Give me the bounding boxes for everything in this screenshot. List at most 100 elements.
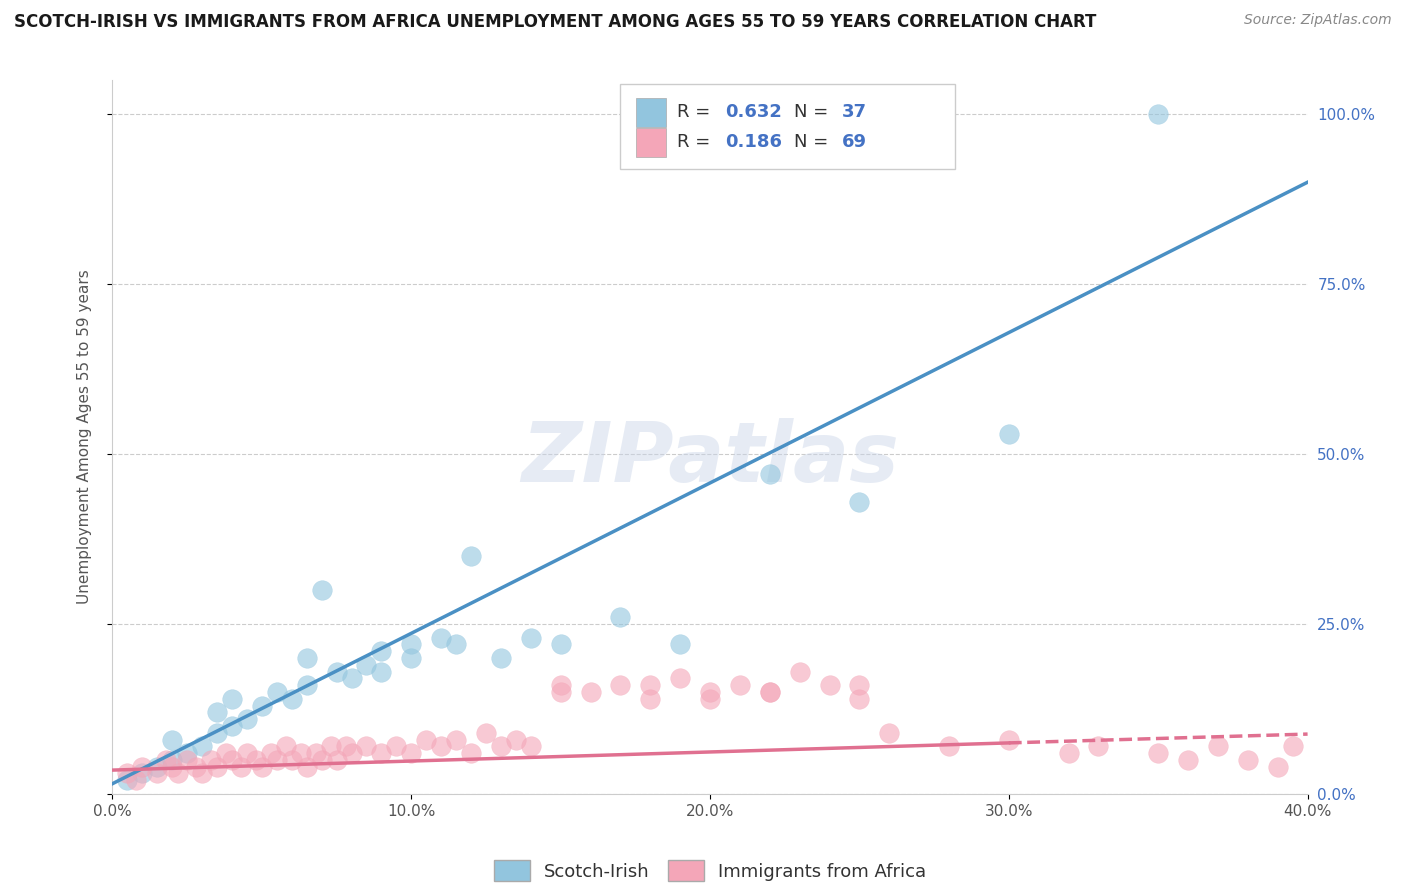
Point	[295, 651, 318, 665]
Point	[430, 739, 453, 754]
Point	[1057, 746, 1080, 760]
Point	[879, 725, 901, 739]
Point	[998, 732, 1021, 747]
Point	[415, 732, 437, 747]
Point	[229, 760, 252, 774]
Point	[699, 691, 721, 706]
Text: 37: 37	[842, 103, 866, 120]
Point	[295, 760, 318, 774]
Point	[609, 610, 631, 624]
Point	[191, 766, 214, 780]
Point	[117, 773, 139, 788]
Point	[1147, 107, 1170, 121]
Point	[520, 631, 543, 645]
Point	[236, 746, 259, 760]
Point	[205, 725, 228, 739]
Point	[250, 760, 273, 774]
Point	[520, 739, 543, 754]
Point	[385, 739, 408, 754]
Point	[250, 698, 273, 713]
Point	[236, 712, 259, 726]
Point	[444, 637, 467, 651]
Point	[370, 665, 392, 679]
Point	[579, 685, 602, 699]
Point	[215, 746, 238, 760]
Point	[162, 760, 183, 774]
Point	[305, 746, 328, 760]
Text: R =: R =	[676, 134, 716, 152]
Text: 69: 69	[842, 134, 866, 152]
Point	[131, 760, 153, 774]
Point	[356, 657, 378, 672]
Point	[401, 651, 423, 665]
Point	[295, 678, 318, 692]
Point	[489, 651, 512, 665]
Point	[274, 739, 297, 754]
Point	[266, 753, 288, 767]
Point	[669, 637, 692, 651]
Point	[1206, 739, 1229, 754]
Point	[200, 753, 222, 767]
Point	[131, 766, 153, 780]
Point	[245, 753, 267, 767]
Point	[311, 582, 333, 597]
Point	[221, 753, 243, 767]
Point	[848, 691, 870, 706]
Point	[167, 766, 190, 780]
Point	[460, 746, 482, 760]
Point	[938, 739, 960, 754]
Point	[401, 746, 423, 760]
Point	[1087, 739, 1109, 754]
Point	[848, 494, 870, 508]
Point	[759, 467, 782, 482]
Point	[370, 746, 392, 760]
Point	[191, 739, 214, 754]
Text: Source: ZipAtlas.com: Source: ZipAtlas.com	[1244, 13, 1392, 28]
Point	[155, 753, 177, 767]
Point	[401, 637, 423, 651]
Point	[186, 760, 208, 774]
Point	[489, 739, 512, 754]
Point	[460, 549, 482, 563]
Point	[221, 719, 243, 733]
Text: ZIPatlas: ZIPatlas	[522, 418, 898, 499]
Point	[260, 746, 283, 760]
Point	[281, 691, 304, 706]
Point	[1237, 753, 1260, 767]
Point	[266, 685, 288, 699]
Point	[117, 766, 139, 780]
Point	[505, 732, 527, 747]
Point	[221, 691, 243, 706]
Point	[370, 644, 392, 658]
Point	[444, 732, 467, 747]
Point	[728, 678, 751, 692]
Text: N =: N =	[794, 103, 834, 120]
Point	[550, 685, 572, 699]
Point	[125, 773, 148, 788]
Point	[998, 426, 1021, 441]
Point	[311, 753, 333, 767]
Point	[1177, 753, 1199, 767]
Bar	[636, 128, 666, 157]
Point	[340, 671, 363, 685]
Text: SCOTCH-IRISH VS IMMIGRANTS FROM AFRICA UNEMPLOYMENT AMONG AGES 55 TO 59 YEARS CO: SCOTCH-IRISH VS IMMIGRANTS FROM AFRICA U…	[14, 13, 1097, 31]
Point	[789, 665, 811, 679]
Y-axis label: Unemployment Among Ages 55 to 59 years: Unemployment Among Ages 55 to 59 years	[77, 269, 91, 605]
Point	[475, 725, 498, 739]
Point	[759, 685, 782, 699]
Point	[162, 732, 183, 747]
Point	[550, 637, 572, 651]
Point	[1267, 760, 1289, 774]
Point	[325, 665, 347, 679]
Point	[669, 671, 692, 685]
Point	[1147, 746, 1170, 760]
Point	[146, 760, 169, 774]
Point	[609, 678, 631, 692]
Point	[818, 678, 841, 692]
Point	[325, 753, 347, 767]
Point	[335, 739, 357, 754]
Point	[340, 746, 363, 760]
Point	[356, 739, 378, 754]
Point	[176, 746, 198, 760]
Point	[205, 760, 228, 774]
